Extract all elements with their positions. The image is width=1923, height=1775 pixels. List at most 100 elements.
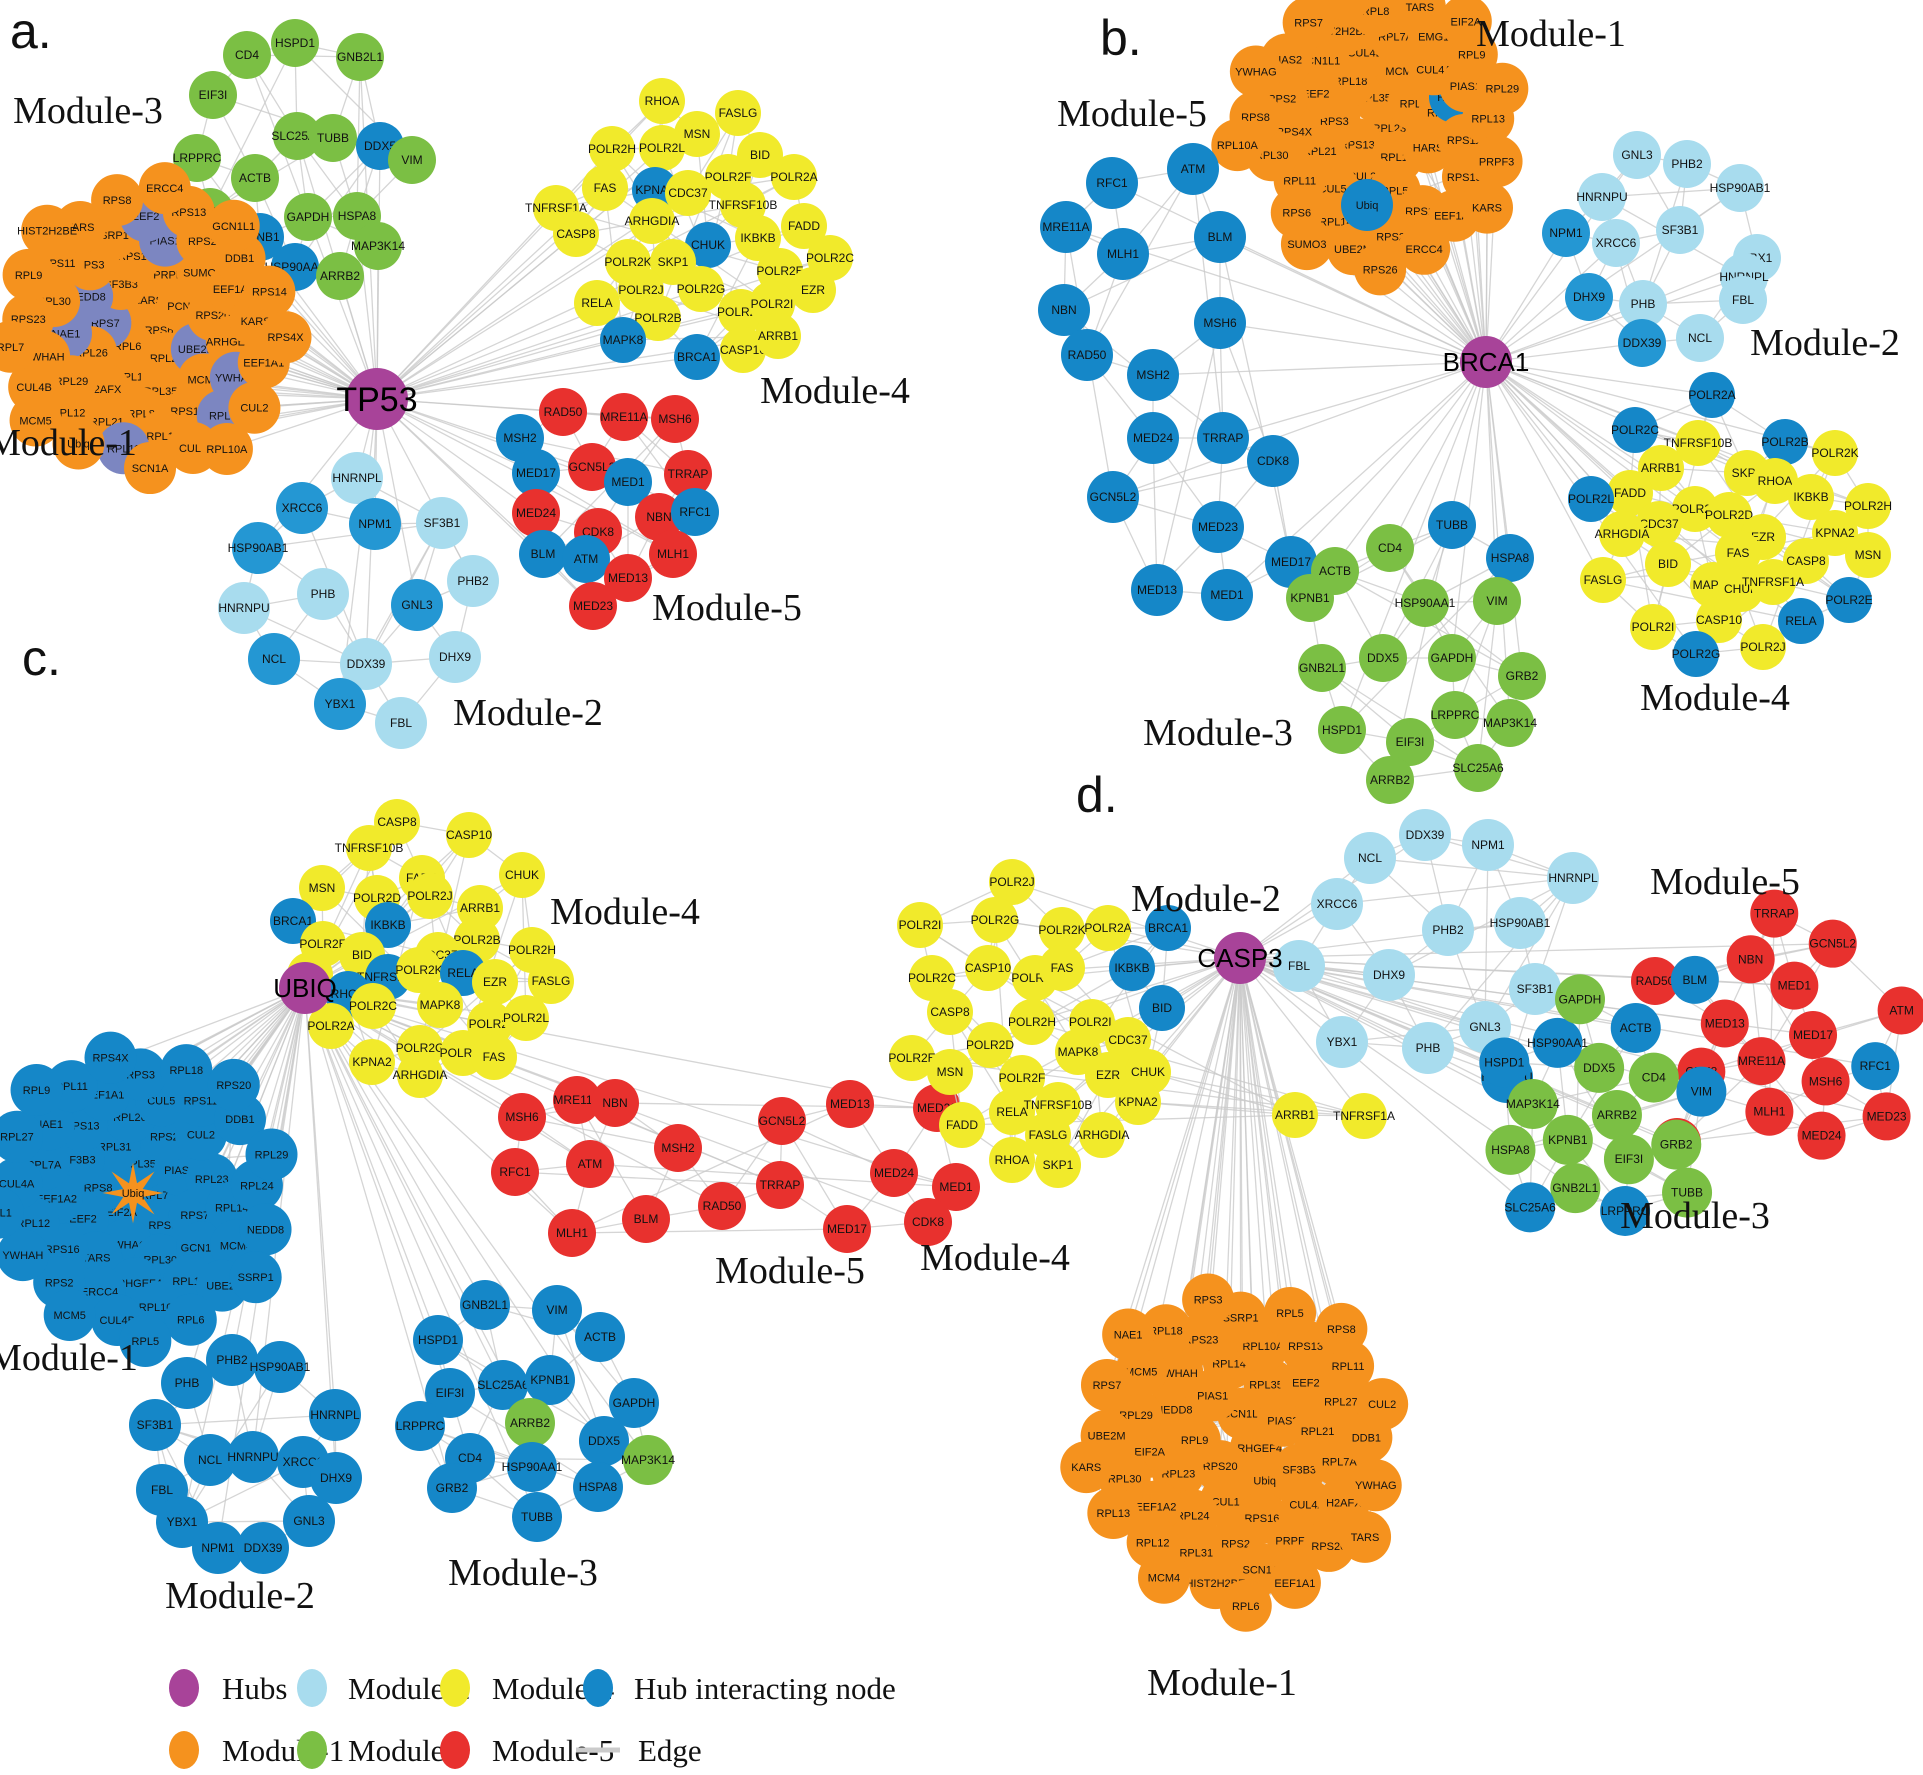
node-d-DHX9: DHX9 <box>1363 949 1415 1001</box>
star-node-icon <box>102 1162 164 1224</box>
node-c-TNFRSF10B: TNFRSF10B <box>335 825 403 871</box>
node-d-GNB2L1: GNB2L1 <box>1550 1163 1601 1214</box>
module-label-b-module-3: Module-3 <box>1143 712 1293 754</box>
node-label: NEDD8 <box>247 1224 284 1236</box>
node-label: RPL26 <box>113 1112 147 1124</box>
node-label: IKBKB <box>370 918 405 932</box>
node-label: FBL <box>1732 293 1754 307</box>
node-label: CUL1 <box>179 443 207 455</box>
node-label: SCN1A <box>132 463 169 475</box>
node-circle <box>1197 412 1249 464</box>
node-label: POLR2H <box>1844 499 1892 513</box>
node-label: BRCA1 <box>273 914 313 928</box>
node-d-POLR2C: POLR2C <box>908 955 956 1001</box>
node-b-MLH1: MLH1 <box>1097 228 1149 280</box>
node-circle <box>1038 284 1090 336</box>
hub-circle <box>1460 336 1512 388</box>
node-c-TRRAP: TRRAP <box>756 1161 804 1209</box>
node-circle <box>651 395 699 443</box>
node-label: VIM <box>401 153 422 167</box>
node-circle <box>1272 1092 1318 1138</box>
node-b-KPNA2: KPNA2 <box>1812 510 1858 556</box>
node-circle <box>1040 201 1092 253</box>
node-label: GRB2 <box>436 1481 469 1495</box>
panel-a: CD4HSPD1GNB2L1EIF3ISLC25A6TUBBDDX5VIMLRP… <box>0 3 910 749</box>
node-label: IKBKB <box>740 231 775 245</box>
node-d-HNRNPL: HNRNPL <box>1547 852 1599 904</box>
node-circle <box>932 1163 980 1211</box>
node-circle <box>397 1052 443 1098</box>
node-circle <box>297 568 349 620</box>
node-circle <box>600 393 648 441</box>
node-circle <box>1507 1079 1558 1130</box>
node-circle <box>1399 809 1451 861</box>
node-d-NAE1: NAE1 <box>1102 1308 1155 1361</box>
node-a-EZR: EZR <box>790 267 836 313</box>
node-label: RPL29 <box>55 376 89 388</box>
node-label: RPS2 <box>45 1277 74 1289</box>
node-circle <box>472 959 518 1005</box>
node-d-MED23: MED23 <box>1862 1092 1911 1141</box>
panel-c-nodes: CASP8 CASP10 TNFRSF10B MSN FADD POLR2D POLR2J A… <box>0 799 980 1574</box>
node-label: CHUK <box>1724 582 1758 596</box>
node-d-PHB2: PHB2 <box>1422 904 1474 956</box>
node-label: MED13 <box>1137 583 1177 597</box>
node-label: RPL24 <box>1176 1510 1210 1522</box>
node-circle <box>1366 524 1414 572</box>
node-circle <box>207 199 260 252</box>
node-label: KPNA2 <box>1118 1095 1158 1109</box>
node-b-EIF2A: EIF2A <box>1439 0 1492 48</box>
node-circle <box>1673 631 1719 677</box>
hub-label: BRCA1 <box>1443 347 1530 377</box>
node-label: DDB1 <box>1352 1433 1381 1445</box>
legend: Hubs Module-2 Module-4 Hub interacting node… <box>169 1669 896 1769</box>
node-label: CASP10 <box>1696 613 1742 627</box>
node-circle <box>562 535 610 583</box>
module-label-c-module-5: Module-5 <box>715 1250 865 1292</box>
node-label: CUL2 <box>1368 1399 1396 1411</box>
node-circle <box>1788 474 1834 520</box>
node-d-HSP90AA1: HSP90AA1 <box>1527 1017 1588 1068</box>
node-label: ARRB2 <box>1370 773 1410 787</box>
node-circle <box>1139 985 1185 1031</box>
node-label: RPS4X <box>92 1053 129 1065</box>
node-d-ACTB: ACTB <box>1610 1002 1661 1053</box>
node-circle <box>927 989 973 1035</box>
node-circle <box>346 825 392 871</box>
node-label: CHUK <box>1131 1065 1165 1079</box>
node-circle <box>1745 1087 1794 1136</box>
node-circle <box>1344 832 1396 884</box>
node-label: CDK8 <box>912 1215 944 1229</box>
node-a-RPL7: RPL7 <box>0 320 37 373</box>
node-a-BRCA1: BRCA1 <box>674 334 720 380</box>
node-a-MCM5: MCM5 <box>9 394 62 447</box>
node-b-LRPPRC: LRPPRC <box>1431 691 1480 739</box>
node-a-MSN: MSN <box>674 111 720 157</box>
hub-BRCA1: BRCA1 <box>1443 336 1530 388</box>
node-label: RAD50 <box>1636 974 1675 988</box>
node-label: ACTB <box>1319 564 1351 578</box>
node-c-HSPD1: HSPD1 <box>413 1315 463 1365</box>
node-c-RPL29: RPL29 <box>245 1128 298 1181</box>
node-c-RPL5: RPL5 <box>119 1314 172 1367</box>
node-circle <box>1080 1358 1133 1411</box>
node-d-MLH1: MLH1 <box>1745 1087 1794 1136</box>
node-circle <box>755 313 801 359</box>
node-c-ARRB2: ARRB2 <box>505 1398 555 1448</box>
node-c-GNL3: GNL3 <box>283 1495 335 1547</box>
node-circle <box>413 1315 463 1365</box>
node-a-RFC1: RFC1 <box>671 488 719 536</box>
node-a-MED23: MED23 <box>569 582 617 630</box>
legend-item-hubs: Hubs <box>169 1669 287 1707</box>
node-circle <box>1311 878 1363 930</box>
node-label: GNB2L1 <box>462 1298 508 1312</box>
node-label: TARS <box>1351 1532 1380 1544</box>
node-label: HSPA8 <box>1491 1143 1530 1157</box>
panel-c: CASP8 CASP10 TNFRSF10B MSN FADD POLR2D POLR2J A… <box>0 630 980 1617</box>
node-label: RPS26 <box>1311 1541 1346 1553</box>
node-circle <box>1740 624 1786 670</box>
node-circle <box>192 1522 244 1574</box>
node-b-TNFRSF10B: TNFRSF10B <box>1664 420 1732 466</box>
node-label: HNRNPU <box>227 1450 278 1464</box>
node-circle <box>1476 62 1529 115</box>
